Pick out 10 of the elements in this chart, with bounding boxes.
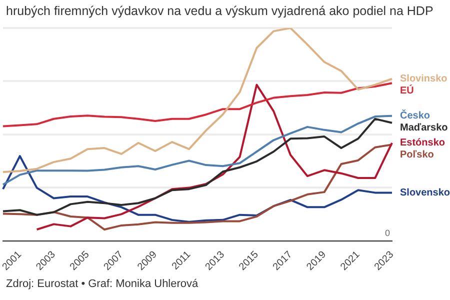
series-label: Slovinsko <box>400 74 448 85</box>
series-label: EÚ <box>400 84 414 97</box>
series-label: Česko <box>400 110 430 122</box>
text: Zdroj: Eurostat • Graf: Monika Uhlerová <box>6 278 200 290</box>
series-label: Slovensko <box>400 187 450 198</box>
series-label: Poľsko <box>400 150 434 161</box>
series-label: Estónsko <box>400 138 446 149</box>
chart-title: hrubých firemných výdavkov na vedu a výskum vyjadrená ako podiel na HDP <box>5 3 434 20</box>
series-label: Maďarsko <box>400 122 448 134</box>
annotation: 0 <box>384 228 390 238</box>
